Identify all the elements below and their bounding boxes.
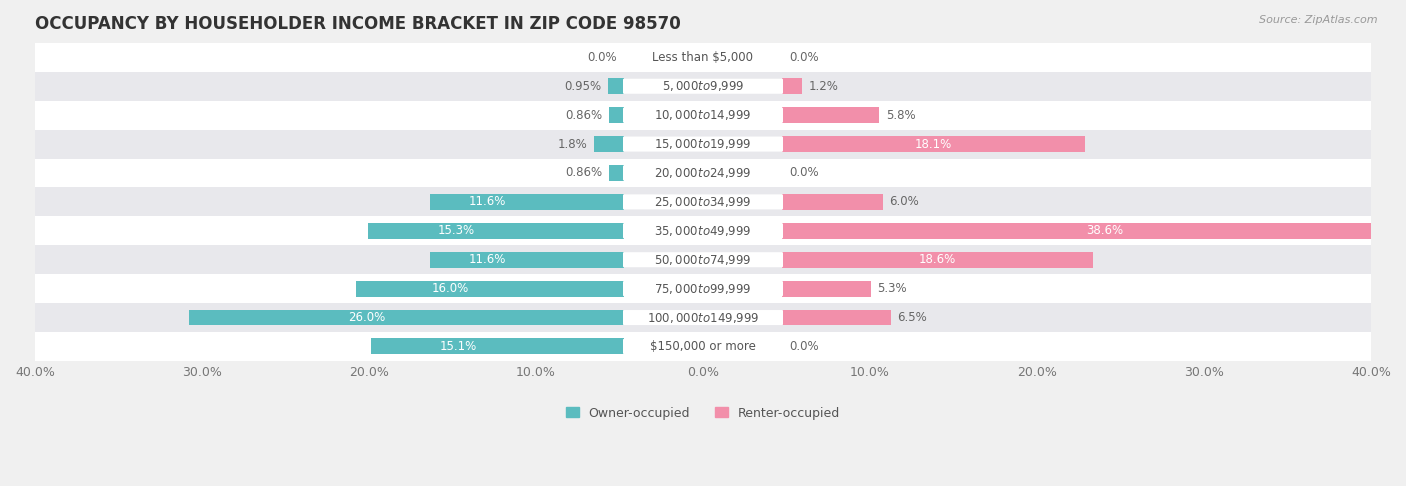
Text: 16.0%: 16.0%: [432, 282, 470, 295]
Text: $20,000 to $24,999: $20,000 to $24,999: [654, 166, 752, 180]
Legend: Owner-occupied, Renter-occupied: Owner-occupied, Renter-occupied: [561, 401, 845, 425]
Bar: [782, 136, 1084, 152]
Bar: [782, 310, 891, 326]
Bar: [35, 188, 1371, 216]
Bar: [782, 281, 870, 296]
Text: 1.8%: 1.8%: [557, 138, 586, 151]
Text: 0.95%: 0.95%: [564, 80, 602, 93]
Text: $75,000 to $99,999: $75,000 to $99,999: [654, 281, 752, 295]
Text: 0.0%: 0.0%: [789, 340, 818, 353]
Bar: [35, 245, 1371, 274]
Bar: [593, 136, 624, 152]
Bar: [782, 252, 1092, 268]
Text: 0.86%: 0.86%: [565, 167, 603, 179]
Bar: [782, 223, 1406, 239]
FancyBboxPatch shape: [623, 137, 783, 152]
Text: 18.1%: 18.1%: [915, 138, 952, 151]
Text: 5.3%: 5.3%: [877, 282, 907, 295]
FancyBboxPatch shape: [623, 281, 783, 296]
Bar: [35, 130, 1371, 158]
Text: $15,000 to $19,999: $15,000 to $19,999: [654, 137, 752, 151]
Bar: [35, 332, 1371, 361]
Text: $100,000 to $149,999: $100,000 to $149,999: [647, 311, 759, 325]
Text: 6.5%: 6.5%: [897, 311, 928, 324]
Text: 0.0%: 0.0%: [588, 51, 617, 64]
Text: $35,000 to $49,999: $35,000 to $49,999: [654, 224, 752, 238]
FancyBboxPatch shape: [623, 339, 783, 354]
Text: OCCUPANCY BY HOUSEHOLDER INCOME BRACKET IN ZIP CODE 98570: OCCUPANCY BY HOUSEHOLDER INCOME BRACKET …: [35, 15, 681, 33]
Bar: [368, 223, 624, 239]
Text: 5.8%: 5.8%: [886, 109, 915, 122]
Bar: [190, 310, 624, 326]
Bar: [609, 107, 624, 123]
Bar: [35, 158, 1371, 188]
Text: $150,000 or more: $150,000 or more: [650, 340, 756, 353]
FancyBboxPatch shape: [623, 50, 783, 65]
Text: 6.0%: 6.0%: [889, 195, 920, 208]
FancyBboxPatch shape: [623, 194, 783, 209]
Bar: [35, 72, 1371, 101]
FancyBboxPatch shape: [623, 223, 783, 238]
Text: Source: ZipAtlas.com: Source: ZipAtlas.com: [1260, 15, 1378, 25]
Text: 0.0%: 0.0%: [789, 167, 818, 179]
Bar: [430, 252, 624, 268]
FancyBboxPatch shape: [623, 107, 783, 122]
Text: 1.2%: 1.2%: [808, 80, 839, 93]
Bar: [782, 107, 879, 123]
Text: 15.3%: 15.3%: [437, 225, 475, 237]
Text: Less than $5,000: Less than $5,000: [652, 51, 754, 64]
Text: 26.0%: 26.0%: [349, 311, 385, 324]
Text: $25,000 to $34,999: $25,000 to $34,999: [654, 195, 752, 209]
Text: 18.6%: 18.6%: [920, 253, 956, 266]
Bar: [782, 78, 803, 94]
FancyBboxPatch shape: [623, 79, 783, 94]
Bar: [357, 281, 624, 296]
Text: 0.0%: 0.0%: [789, 51, 818, 64]
Bar: [35, 216, 1371, 245]
Text: $10,000 to $14,999: $10,000 to $14,999: [654, 108, 752, 122]
Text: 15.1%: 15.1%: [439, 340, 477, 353]
FancyBboxPatch shape: [623, 252, 783, 267]
FancyBboxPatch shape: [623, 165, 783, 180]
Text: 11.6%: 11.6%: [468, 195, 506, 208]
Text: 38.6%: 38.6%: [1085, 225, 1123, 237]
Bar: [35, 303, 1371, 332]
Bar: [371, 338, 624, 354]
Text: $50,000 to $74,999: $50,000 to $74,999: [654, 253, 752, 267]
Bar: [35, 101, 1371, 130]
Bar: [430, 194, 624, 210]
Bar: [35, 274, 1371, 303]
Bar: [782, 194, 883, 210]
Bar: [609, 165, 624, 181]
Bar: [607, 78, 624, 94]
Text: $5,000 to $9,999: $5,000 to $9,999: [662, 79, 744, 93]
Text: 11.6%: 11.6%: [468, 253, 506, 266]
Text: 0.86%: 0.86%: [565, 109, 603, 122]
FancyBboxPatch shape: [623, 310, 783, 325]
Bar: [35, 43, 1371, 72]
